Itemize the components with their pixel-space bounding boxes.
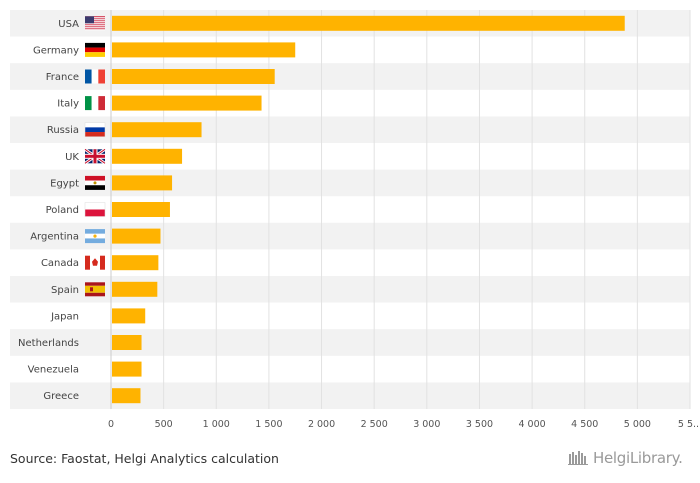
- bar-egypt: [112, 175, 173, 191]
- category-label: Venezuela: [28, 365, 79, 376]
- category-label: Russia: [47, 125, 79, 136]
- category-label: Netherlands: [18, 338, 79, 349]
- bar-italy: [112, 95, 262, 111]
- helgi-library-logo: HelgiLibrary.: [568, 449, 683, 467]
- bar-poland: [112, 202, 170, 217]
- bar-canada: [112, 255, 159, 271]
- bar-france: [112, 69, 275, 84]
- x-tick-label: 5 5...: [678, 419, 700, 430]
- bar-japan: [112, 308, 146, 324]
- source-note: Source: Faostat, Helgi Analytics calcula…: [10, 451, 279, 466]
- bar-argentina: [112, 228, 161, 244]
- x-tick-label: 1 500: [255, 419, 282, 430]
- category-label: UK: [65, 152, 79, 163]
- bar-germany: [112, 42, 296, 58]
- bar-chart: USA Germany France Italy Russia UK Egypt Poland…: [10, 10, 700, 430]
- category-label: Argentina: [30, 232, 79, 243]
- x-tick-label: 1 000: [203, 419, 230, 430]
- category-label: France: [46, 72, 79, 83]
- flag-germany-icon: [85, 42, 105, 57]
- x-tick-label: 3 000: [413, 419, 440, 430]
- x-tick-label: 0: [108, 419, 114, 430]
- x-tick-label: 4 500: [571, 419, 598, 430]
- flag-canada-icon: [85, 255, 105, 270]
- flag-argentina-icon: [85, 229, 105, 244]
- flag-egypt-icon: [85, 175, 105, 190]
- category-label: Japan: [50, 311, 79, 322]
- flag-france-icon: [85, 69, 105, 84]
- x-tick-label: 500: [155, 419, 173, 430]
- library-icon: [568, 451, 588, 465]
- category-label: Germany: [33, 45, 79, 56]
- category-label: USA: [58, 19, 79, 30]
- bar-venezuela: [112, 361, 142, 377]
- flag-spain-icon: [85, 282, 105, 297]
- bar-russia: [112, 122, 202, 138]
- category-label: Poland: [46, 205, 79, 216]
- x-tick-label: 3 500: [466, 419, 493, 430]
- category-label: Greece: [43, 391, 79, 402]
- flag-italy-icon: [85, 96, 105, 111]
- bar-greece: [112, 388, 141, 404]
- bar-usa: [112, 15, 625, 31]
- bar-uk: [112, 148, 183, 164]
- flag-poland-icon: [84, 202, 106, 217]
- category-label: Italy: [57, 99, 79, 110]
- x-tick-label: 2 500: [361, 419, 388, 430]
- flag-uk-icon: [84, 148, 106, 165]
- logo-text: HelgiLibrary.: [593, 449, 683, 467]
- bar-spain: [112, 281, 158, 297]
- flag-usa-icon: [85, 16, 105, 31]
- category-label: Canada: [41, 258, 79, 269]
- bar-netherlands: [112, 335, 142, 350]
- category-label: Spain: [51, 285, 79, 296]
- x-tick-label: 4 000: [518, 419, 545, 430]
- x-tick-label: 2 000: [308, 419, 335, 430]
- flag-russia-icon: [84, 122, 106, 137]
- category-label: Egypt: [50, 178, 79, 189]
- x-tick-label: 5 000: [624, 419, 651, 430]
